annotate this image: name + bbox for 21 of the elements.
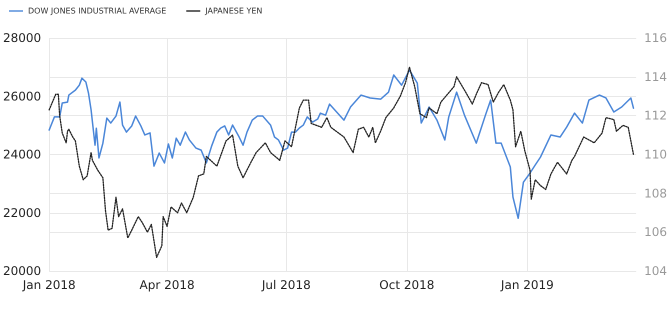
legend-label: JAPANESE YEN [204,6,262,16]
y-tick-label: 22000 [2,206,42,220]
y2-tick-label: 108 [644,186,667,200]
x-tick-label: Oct 2018 [379,278,434,292]
y2-tick-label: 104 [644,264,667,278]
x-tick-label: Jan 2018 [22,278,76,292]
y2-tick-label: 116 [644,31,667,45]
x-tick-label: Jul 2018 [260,278,311,292]
line-series [48,66,634,258]
x-tick-label: Apr 2018 [140,278,195,292]
y2-tick-label: 114 [644,70,667,84]
y2-tick-label: 110 [644,148,667,162]
y2-tick-label: 106 [644,225,667,240]
y-tick-label: 24000 [2,148,42,162]
y-tick-label: 26000 [2,89,42,104]
y-tick-label: 20000 [2,264,42,278]
legend-label: DOW JONES INDUSTRIAL AVERAGE [28,6,166,16]
x-tick-label: Jan 2019 [500,278,554,292]
line-series [48,69,634,220]
y-tick-label: 28000 [2,31,42,45]
y2-tick-label: 112 [644,108,667,123]
